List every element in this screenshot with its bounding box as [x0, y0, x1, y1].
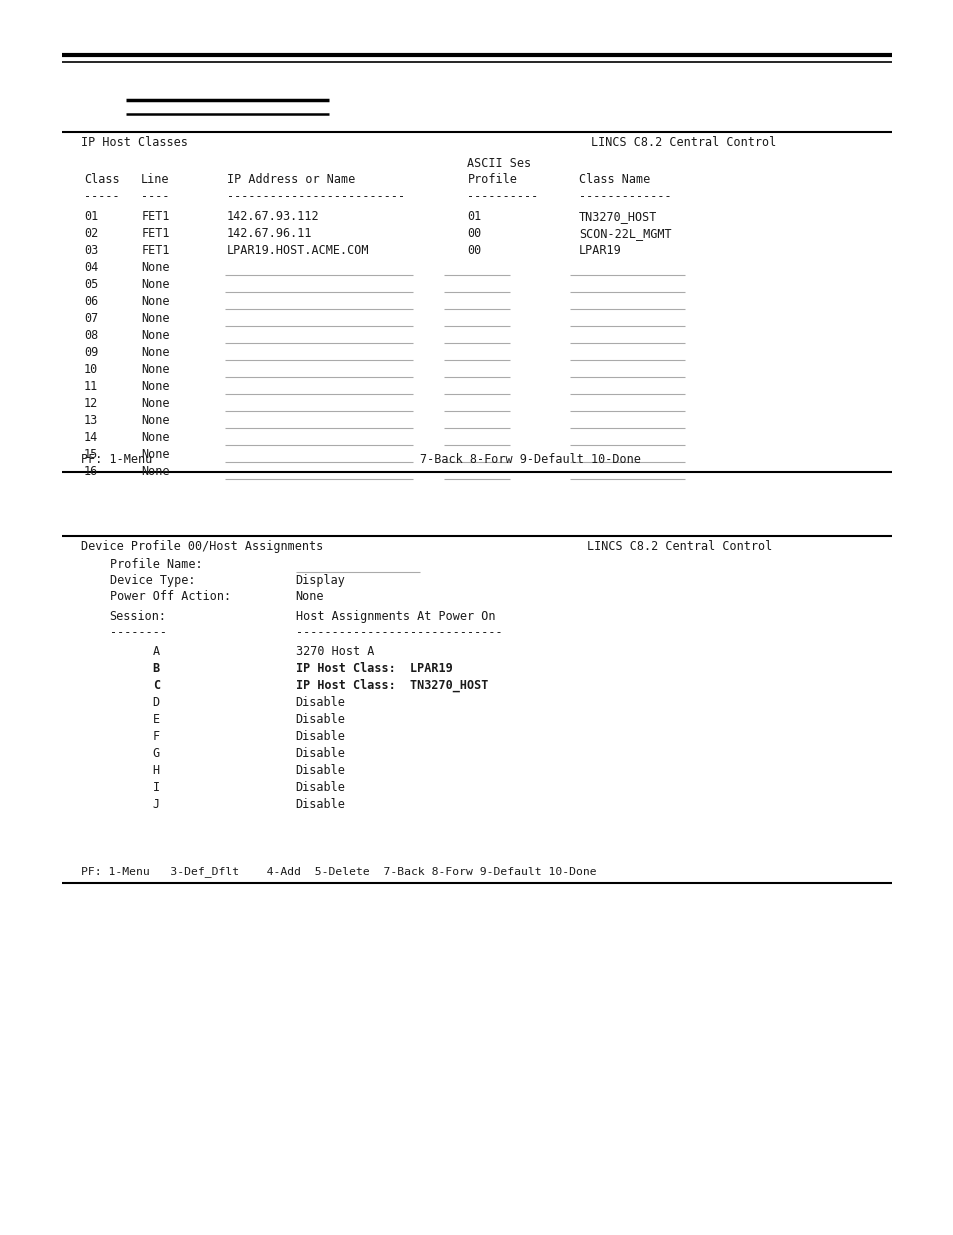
Text: Class Name: Class Name: [578, 173, 650, 185]
Text: IP Host Class:  TN3270_HOST: IP Host Class: TN3270_HOST: [295, 679, 488, 692]
Text: B: B: [152, 662, 159, 674]
Text: 00: 00: [467, 245, 481, 257]
Text: 09: 09: [84, 346, 98, 359]
Text: Display: Display: [295, 574, 345, 587]
Text: SCON-22L_MGMT: SCON-22L_MGMT: [578, 227, 671, 240]
Text: I: I: [152, 781, 159, 794]
Text: 12: 12: [84, 398, 98, 410]
Text: PF: 1-Menu: PF: 1-Menu: [81, 453, 152, 466]
Text: -------------------------: -------------------------: [227, 190, 405, 203]
Text: 01: 01: [84, 210, 98, 222]
Text: FET1: FET1: [141, 245, 170, 257]
Text: Device Type:: Device Type:: [110, 574, 195, 587]
Text: LPAR19: LPAR19: [578, 245, 621, 257]
Text: Class: Class: [84, 173, 119, 185]
Text: None: None: [141, 415, 170, 427]
Text: None: None: [141, 261, 170, 274]
Text: TN3270_HOST: TN3270_HOST: [578, 210, 657, 222]
Text: Disable: Disable: [295, 764, 345, 777]
Text: 142.67.96.11: 142.67.96.11: [227, 227, 313, 240]
Text: -----: -----: [84, 190, 119, 203]
Text: 05: 05: [84, 278, 98, 291]
Text: -----------------------------: -----------------------------: [295, 626, 502, 638]
Text: Disable: Disable: [295, 798, 345, 811]
Text: Disable: Disable: [295, 730, 345, 742]
Text: --------: --------: [110, 626, 167, 638]
Text: 02: 02: [84, 227, 98, 240]
Text: LINCS C8.2 Central Control: LINCS C8.2 Central Control: [591, 136, 776, 148]
Text: PF: 1-Menu   3-Def_Dflt    4-Add  5-Delete  7-Back 8-Forw 9-Default 10-Done: PF: 1-Menu 3-Def_Dflt 4-Add 5-Delete 7-B…: [81, 867, 596, 877]
Text: 06: 06: [84, 295, 98, 308]
Text: Device Profile 00/Host Assignments: Device Profile 00/Host Assignments: [81, 540, 323, 552]
Text: None: None: [141, 380, 170, 393]
Text: 04: 04: [84, 261, 98, 274]
Text: IP Host Classes: IP Host Classes: [81, 136, 188, 148]
Text: LPAR19.HOST.ACME.COM: LPAR19.HOST.ACME.COM: [227, 245, 369, 257]
Text: Host Assignments At Power On: Host Assignments At Power On: [295, 610, 495, 622]
Text: ----: ----: [141, 190, 170, 203]
Text: A: A: [152, 645, 159, 657]
Text: 7-Back 8-Forw 9-Default 10-Done: 7-Back 8-Forw 9-Default 10-Done: [419, 453, 640, 466]
Text: F: F: [152, 730, 159, 742]
Text: IP Host Class:  LPAR19: IP Host Class: LPAR19: [295, 662, 452, 674]
Text: Disable: Disable: [295, 781, 345, 794]
Text: None: None: [141, 312, 170, 325]
Text: None: None: [141, 466, 170, 478]
Text: Profile: Profile: [467, 173, 517, 185]
Text: 142.67.93.112: 142.67.93.112: [227, 210, 319, 222]
Text: G: G: [152, 747, 159, 760]
Text: 14: 14: [84, 431, 98, 445]
Text: 15: 15: [84, 448, 98, 462]
Text: FET1: FET1: [141, 210, 170, 222]
Text: ----------: ----------: [467, 190, 538, 203]
Text: 00: 00: [467, 227, 481, 240]
Text: Session:: Session:: [110, 610, 167, 622]
Text: None: None: [141, 431, 170, 445]
Text: ASCII Ses: ASCII Ses: [467, 157, 531, 169]
Text: None: None: [295, 590, 324, 603]
Text: 16: 16: [84, 466, 98, 478]
Text: Disable: Disable: [295, 695, 345, 709]
Text: -------------: -------------: [578, 190, 671, 203]
Text: C: C: [152, 679, 159, 692]
Text: Disable: Disable: [295, 713, 345, 726]
Text: None: None: [141, 363, 170, 377]
Text: None: None: [141, 448, 170, 462]
Text: 08: 08: [84, 330, 98, 342]
Text: None: None: [141, 346, 170, 359]
Text: 13: 13: [84, 415, 98, 427]
Text: 10: 10: [84, 363, 98, 377]
Text: E: E: [152, 713, 159, 726]
Text: H: H: [152, 764, 159, 777]
Text: 03: 03: [84, 245, 98, 257]
Text: None: None: [141, 278, 170, 291]
Text: LINCS C8.2 Central Control: LINCS C8.2 Central Control: [586, 540, 771, 552]
Text: 01: 01: [467, 210, 481, 222]
Text: FET1: FET1: [141, 227, 170, 240]
Text: Power Off Action:: Power Off Action:: [110, 590, 231, 603]
Text: 07: 07: [84, 312, 98, 325]
Text: 11: 11: [84, 380, 98, 393]
Text: None: None: [141, 295, 170, 308]
Text: D: D: [152, 695, 159, 709]
Text: J: J: [152, 798, 159, 811]
Text: Profile Name:: Profile Name:: [110, 558, 202, 571]
Text: None: None: [141, 330, 170, 342]
Text: 3270 Host A: 3270 Host A: [295, 645, 374, 657]
Text: IP Address or Name: IP Address or Name: [227, 173, 355, 185]
Text: Line: Line: [141, 173, 170, 185]
Text: None: None: [141, 398, 170, 410]
Text: Disable: Disable: [295, 747, 345, 760]
